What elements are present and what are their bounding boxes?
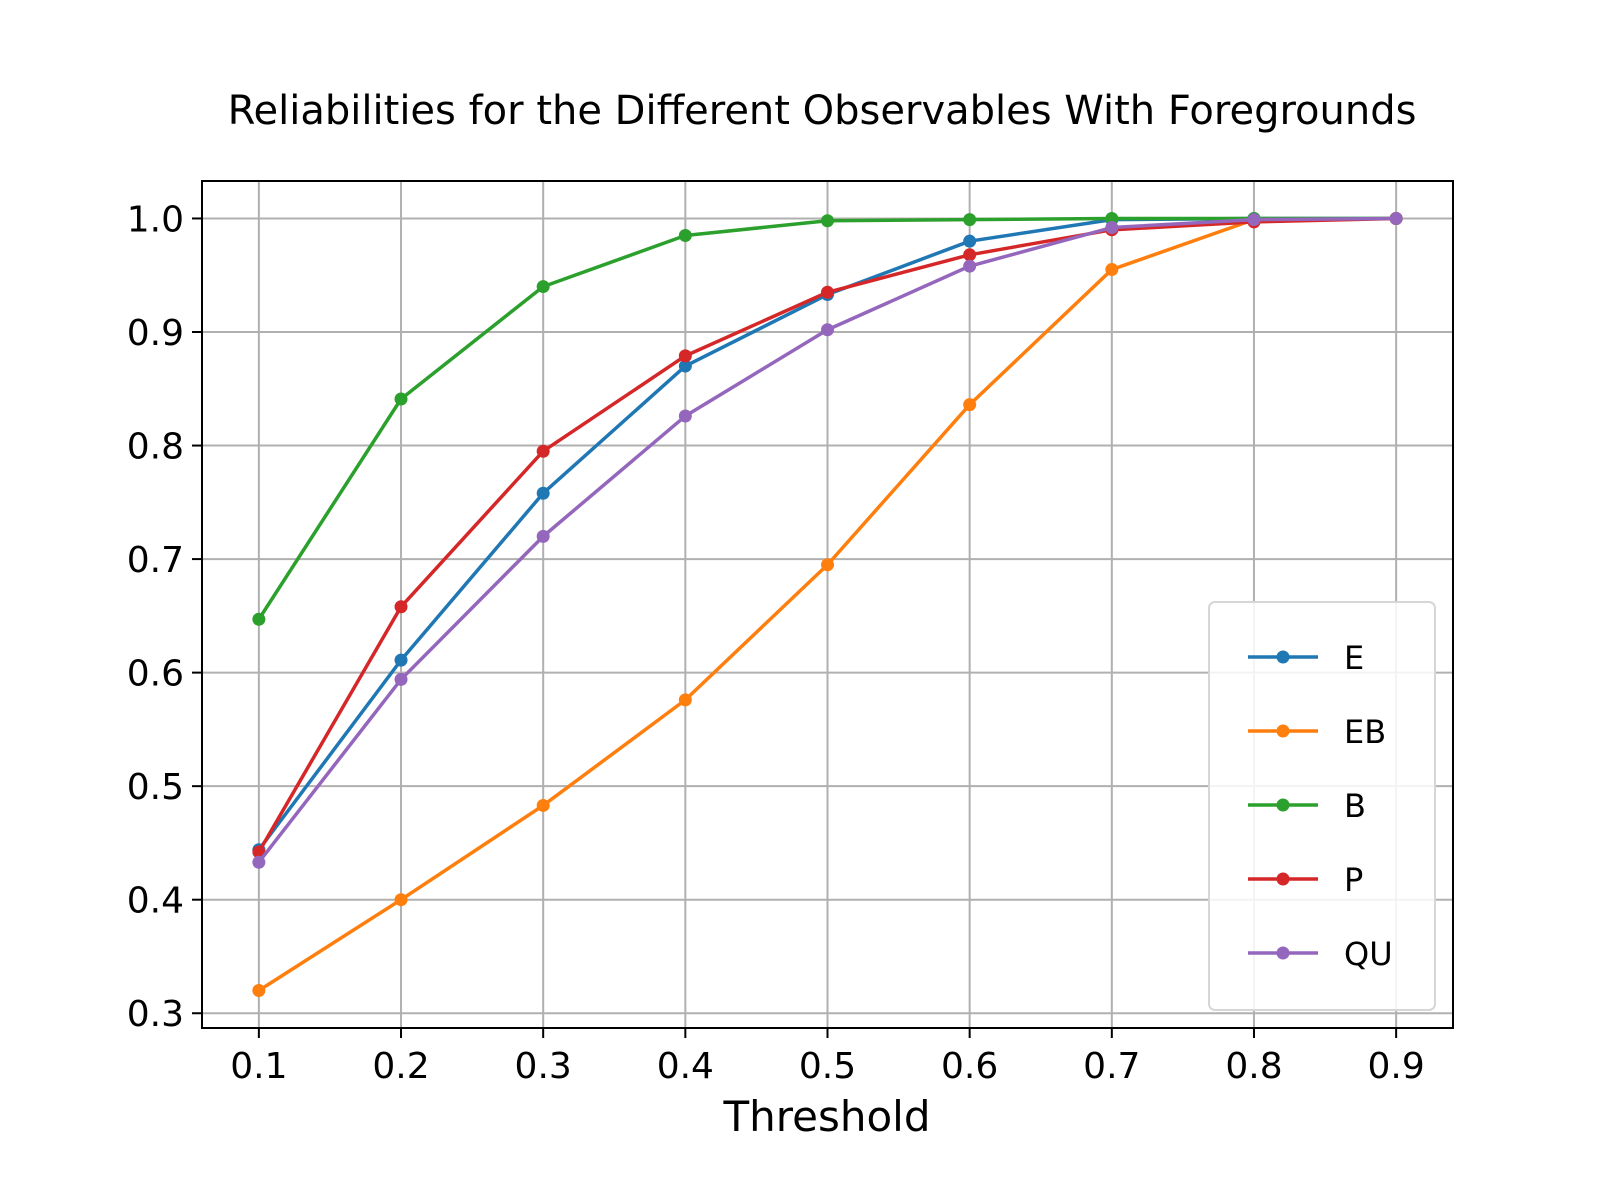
legend-swatch-marker xyxy=(1276,724,1290,738)
legend-label: B xyxy=(1344,787,1366,825)
data-point-qu xyxy=(1247,213,1261,227)
data-point-e xyxy=(963,234,977,248)
data-point-b xyxy=(394,392,408,406)
x-tick-label: 0.3 xyxy=(515,1046,572,1087)
legend-item-e: E xyxy=(1248,639,1364,677)
series-qu xyxy=(252,211,1403,869)
data-point-e xyxy=(536,486,550,500)
x-tick-label: 0.1 xyxy=(230,1046,287,1087)
x-axis-label: Threshold xyxy=(723,1092,931,1141)
data-point-qu xyxy=(1389,211,1403,225)
data-point-qu xyxy=(252,855,266,869)
legend-label: QU xyxy=(1344,935,1393,973)
data-point-p xyxy=(821,285,834,299)
y-tick-label: 0.5 xyxy=(127,767,184,808)
y-tick-label: 0.8 xyxy=(127,427,184,468)
data-point-b xyxy=(252,612,266,626)
data-point-p xyxy=(678,349,692,363)
y-tick-label: 0.7 xyxy=(127,540,184,581)
data-point-qu xyxy=(1105,221,1119,235)
data-point-eb xyxy=(252,984,266,998)
y-tick-label: 0.4 xyxy=(127,881,184,922)
data-point-qu xyxy=(394,672,408,686)
data-point-b xyxy=(536,280,550,294)
data-point-eb xyxy=(394,893,408,907)
x-tick-label: 0.8 xyxy=(1225,1046,1282,1087)
data-point-b xyxy=(1105,211,1119,225)
data-point-e xyxy=(678,359,692,373)
series-group xyxy=(252,211,1403,998)
x-tick-label: 0.4 xyxy=(657,1046,714,1087)
x-tick-label: 0.2 xyxy=(372,1046,429,1087)
data-point-qu xyxy=(963,259,977,273)
x-tick-label: 0.7 xyxy=(1083,1046,1140,1087)
y-tick-label: 1.0 xyxy=(127,199,184,240)
legend: E EB BP QU xyxy=(1208,601,1436,1011)
legend-item-eb: EB xyxy=(1248,713,1386,751)
legend-item-b: B xyxy=(1248,787,1366,825)
chart-title: Reliabilities for the Different Observab… xyxy=(228,88,1417,134)
legend-label: E xyxy=(1344,639,1364,677)
data-point-b xyxy=(963,213,977,227)
data-point-eb xyxy=(678,693,692,707)
data-point-b xyxy=(821,214,834,228)
y-axis-ticks: 0.3 0.4 0.5 0.6 0.7 0.8 0.9 1.0 xyxy=(127,199,202,1035)
data-point-p xyxy=(536,444,550,458)
y-tick-label: 0.9 xyxy=(127,313,184,354)
x-tick-label: 0.9 xyxy=(1368,1046,1425,1087)
x-axis-ticks: 0.1 0.2 0.3 0.4 0.5 0.6 0.7 0.8 0.9 xyxy=(230,1028,1425,1087)
x-tick-label: 0.5 xyxy=(799,1046,856,1087)
legend-swatch-marker xyxy=(1276,946,1290,960)
data-point-p xyxy=(394,600,408,614)
data-point-eb xyxy=(1105,263,1119,277)
legend-swatch-marker xyxy=(1276,872,1290,886)
legend-swatch-marker xyxy=(1276,798,1290,812)
y-tick-label: 0.6 xyxy=(127,654,184,695)
data-point-b xyxy=(678,228,692,242)
legend-label: EB xyxy=(1344,713,1386,751)
data-point-eb xyxy=(963,398,977,412)
data-point-qu xyxy=(821,323,834,337)
legend-label: P xyxy=(1344,861,1363,899)
legend-item-p: P xyxy=(1248,861,1363,899)
data-point-e xyxy=(394,653,408,667)
x-tick-label: 0.6 xyxy=(941,1046,998,1087)
data-point-eb xyxy=(536,798,550,812)
data-point-eb xyxy=(821,558,834,572)
data-point-qu xyxy=(536,529,550,543)
legend-box xyxy=(1208,601,1436,1011)
data-point-p xyxy=(963,248,977,262)
legend-swatch-marker xyxy=(1276,650,1290,664)
legend-item-qu: QU xyxy=(1248,935,1393,973)
data-point-qu xyxy=(678,409,692,423)
y-tick-label: 0.3 xyxy=(127,994,184,1035)
